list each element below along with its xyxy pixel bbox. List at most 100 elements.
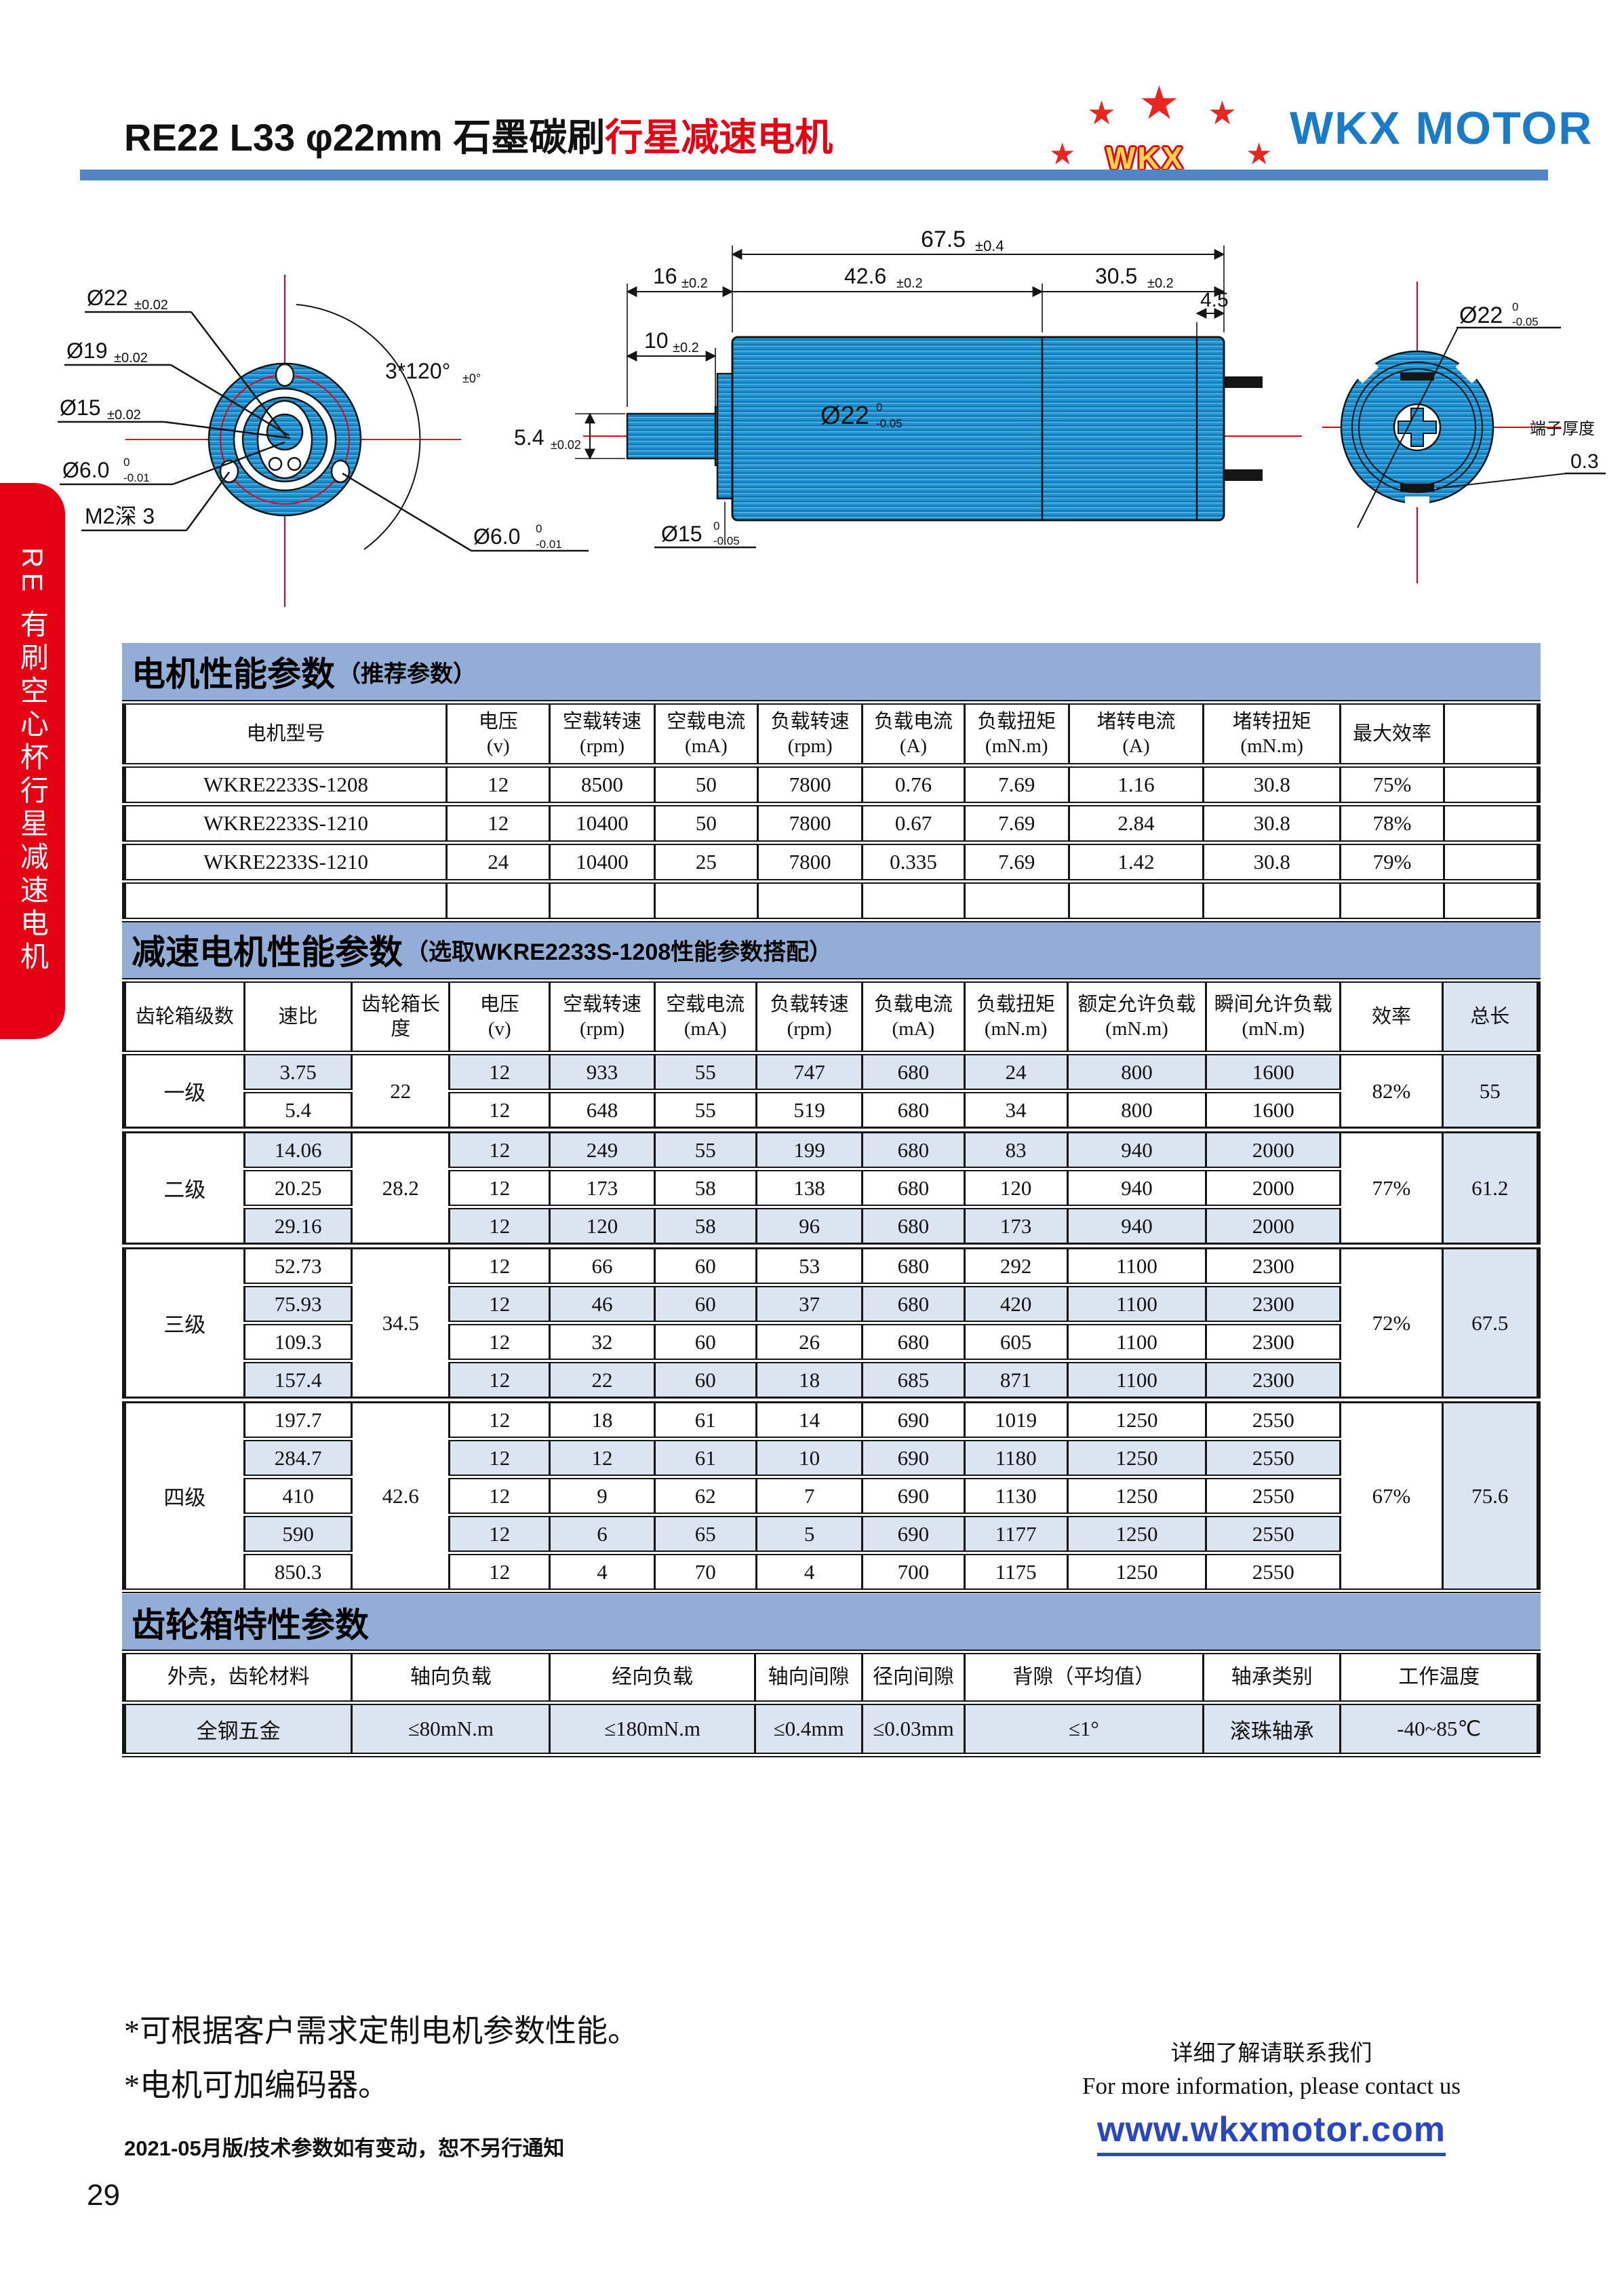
table-cell: 60: [653, 1359, 757, 1403]
column-header: [1442, 700, 1540, 768]
table-cell: 800: [1066, 1089, 1208, 1133]
table-cell: 53: [755, 1243, 864, 1287]
column-header: 工作温度: [1339, 1650, 1540, 1705]
table-cell: 2.84: [1067, 802, 1205, 845]
table-cell: 933: [549, 1051, 656, 1093]
table-cell: 850.3: [243, 1550, 353, 1593]
side-view: 67.5 ±0.4 16 ±0.2 42.6 ±0.2 30.5 ±0.2 4.…: [514, 227, 1302, 549]
table-row: 590 12 6 65 5 690 1177 1250 2550: [124, 1513, 1539, 1555]
dim-side-pilot-d: Ø15: [661, 522, 702, 546]
table-cell: 52.73: [243, 1243, 353, 1287]
table-cell: 66: [549, 1243, 656, 1287]
stage-cell: 四级: [123, 1397, 245, 1593]
table-row: 二级 14.06 28.2 12 249 55 199 680 83 940 2000 77% 61.2: [123, 1127, 1540, 1249]
table-header-row: 外壳，齿轮材料 轴向负载 经向负载 轴向间隙 径向间隙 背隙（平均值） 轴承类别 工作温度: [123, 1650, 1540, 1705]
table-cell: 12: [448, 1550, 551, 1593]
dim-front-d15: Ø15: [60, 395, 100, 420]
table-cell: 1.16: [1067, 763, 1205, 806]
table-cell: 12: [448, 1359, 551, 1403]
table-cell: 10400: [549, 802, 656, 845]
table-cell: [445, 879, 551, 922]
column-header: 外壳，齿轮材料: [123, 1650, 353, 1705]
column-header: 最大效率: [1339, 700, 1445, 768]
dim-side-total: 67.5: [921, 227, 966, 252]
table-cell: 30.8: [1202, 802, 1342, 845]
table-cell: 120: [549, 1205, 656, 1249]
table-cell: 10400: [549, 840, 656, 884]
column-header: 电压 (v): [445, 700, 551, 768]
column-header: 齿轮箱级数: [123, 978, 245, 1055]
gearbox-characteristics-table: 外壳，齿轮材料 轴向负载 经向负载 轴向间隙 径向间隙 背隙（平均值） 轴承类别 工作温度 全钢…: [122, 1650, 1541, 1757]
dim-front-d22: Ø22: [87, 286, 127, 310]
table-cell: ≤0.03mm: [861, 1700, 966, 1757]
series-side-tab: RE 有刷空心杯行星减速电机: [0, 483, 65, 1039]
table-cell: 32: [549, 1321, 656, 1363]
dim-side-body-d: Ø22: [820, 402, 869, 430]
table-cell: 12: [448, 1513, 551, 1555]
gear-length-cell: 28.2: [351, 1127, 451, 1249]
table-cell: 7800: [756, 802, 864, 845]
table-cell: 680: [861, 1127, 966, 1171]
table-cell: [123, 879, 448, 922]
column-header: 堵转扭矩 (mN.m): [1202, 700, 1342, 768]
table-cell: 1019: [963, 1397, 1069, 1441]
efficiency-cell: 72%: [1339, 1243, 1444, 1403]
dim-side-motor-len: 30.5: [1095, 264, 1137, 288]
table-cell: 30.8: [1202, 840, 1342, 884]
table-cell: 18: [755, 1359, 864, 1403]
table-cell: 1100: [1066, 1359, 1208, 1403]
table-cell: 700: [861, 1550, 966, 1593]
total-length-cell: 75.6: [1441, 1397, 1540, 1593]
table-cell: 690: [861, 1397, 966, 1441]
series-side-tab-label: RE 有刷空心杯行星减速电机: [16, 547, 49, 975]
table-cell: 1100: [1066, 1283, 1208, 1325]
table-cell: [1442, 763, 1540, 806]
dim-side-body-d-tol-top: 0: [876, 401, 882, 414]
table-cell: [1339, 879, 1445, 922]
custom-note: *可根据客户需求定制电机参数性能。: [124, 2014, 639, 2048]
motor-performance-subtitle: （推荐参数）: [338, 661, 476, 687]
efficiency-cell: 67%: [1339, 1397, 1444, 1593]
table-cell: WKRE2233S-1210: [123, 802, 448, 845]
version-note: 2021-05月版/技术参数如有变动，恕不另行通知: [124, 2136, 565, 2160]
table-cell: 96: [755, 1205, 864, 1249]
table-cell: 75.93: [243, 1283, 353, 1325]
table-cell: 1100: [1066, 1321, 1208, 1363]
table-cell: 7: [755, 1475, 864, 1517]
table-cell: 55: [653, 1051, 757, 1093]
table-cell: 9: [549, 1475, 656, 1517]
table-row: 850.3 12 4 70 4 700 1175 1250 2550: [124, 1550, 1539, 1593]
table-cell: 14: [755, 1397, 864, 1441]
dim-rear-d22-tol-bot: -0.05: [1512, 315, 1539, 328]
table-cell: 5: [755, 1513, 864, 1555]
dim-front-angle: 3*120°: [385, 359, 450, 383]
table-cell: 680: [861, 1089, 966, 1133]
gear-length-cell: 34.5: [351, 1243, 451, 1403]
table-cell: ≤1°: [963, 1700, 1205, 1757]
column-header: 负载扭矩 (mN.m): [963, 700, 1070, 768]
table-row: [123, 879, 1540, 922]
table-cell: 519: [755, 1089, 864, 1133]
column-header: 空载电流 (mA): [653, 978, 757, 1055]
table-cell: 6: [549, 1513, 656, 1555]
rear-view: Ø22 0 -0.05 端子厚度 0.3: [1322, 281, 1606, 583]
table-row: WKRE2233S-1210 12 10400 50 7800 0.67 7.69 2.84 3…: [123, 802, 1540, 845]
gear-length-cell: 22: [351, 1051, 451, 1133]
column-header: 轴承类别: [1202, 1650, 1342, 1705]
table-cell: WKRE2233S-1208: [123, 763, 448, 806]
column-header: 齿轮箱长度: [351, 978, 451, 1055]
stage-cell: 二级: [123, 1127, 245, 1249]
star-icon: ★: [1246, 138, 1273, 171]
encoder-note: *电机可加编码器。: [124, 2068, 389, 2103]
table-cell: [963, 879, 1070, 922]
table-cell: 292: [963, 1243, 1069, 1287]
stage-cell: 一级: [123, 1051, 245, 1133]
table-cell: 1250: [1066, 1437, 1208, 1479]
table-cell: 197.7: [243, 1397, 353, 1441]
table-row: 全钢五金 ≤80mN.m ≤180mN.m ≤0.4mm ≤0.03mm ≤1° 滚珠轴承 -…: [123, 1700, 1540, 1757]
table-cell: 24: [445, 840, 551, 884]
dim-rear-d22-tol-top: 0: [1512, 300, 1518, 313]
contact-en: For more information, please contact us: [1082, 2073, 1461, 2099]
dim-side-shaft-len-tol: ±0.2: [681, 276, 708, 291]
website-link[interactable]: www.wkxmotor.com: [1097, 2109, 1446, 2156]
